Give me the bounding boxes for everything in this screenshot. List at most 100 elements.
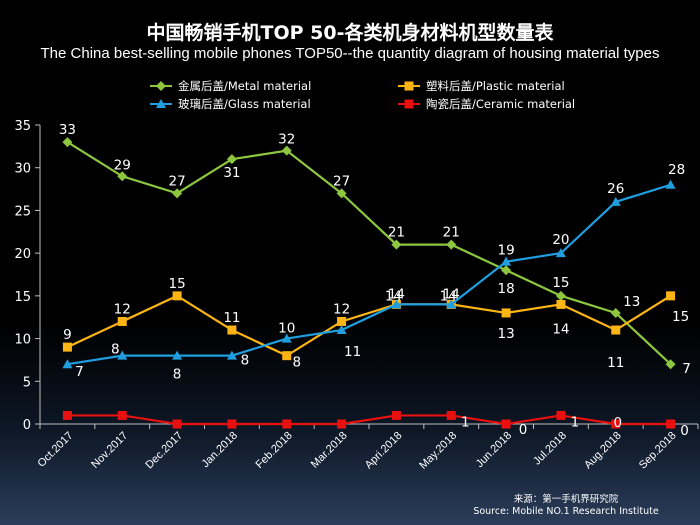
- data-point: [337, 419, 347, 429]
- data-label: 26: [607, 181, 624, 197]
- data-label: 19: [497, 243, 514, 259]
- legend-label-glass: 玻璃后盖/Glass material: [178, 97, 311, 111]
- data-point: [555, 290, 566, 301]
- data-label: 27: [168, 173, 185, 189]
- data-point: [336, 325, 347, 335]
- legend-item-ceramic: 陶瓷后盖/Ceramic material: [398, 95, 575, 113]
- data-label: 32: [278, 132, 295, 148]
- data-point: [611, 419, 621, 429]
- data-point: [227, 419, 237, 429]
- data-label: 29: [114, 157, 131, 173]
- data-label: 1: [461, 414, 470, 430]
- data-point: [337, 316, 347, 326]
- data-point: [501, 419, 511, 429]
- data-label: 15: [168, 276, 185, 292]
- data-label: 14: [440, 288, 457, 304]
- data-point: [391, 239, 402, 250]
- data-point: [172, 419, 182, 429]
- data-point: [62, 359, 73, 369]
- data-point: [446, 239, 457, 250]
- data-point: [117, 350, 128, 360]
- data-point: [117, 316, 127, 326]
- data-point: [282, 351, 292, 361]
- series-line: [66, 141, 672, 366]
- x-tick-label: Jul.2018: [531, 430, 569, 468]
- x-tick-label: Nov.2017: [89, 430, 130, 471]
- data-point: [665, 359, 676, 370]
- data-label: 31: [223, 165, 240, 181]
- data-point: [391, 299, 402, 309]
- y-tick-label: 20: [14, 247, 31, 262]
- x-tick-label: Aug.2018: [582, 430, 624, 472]
- data-point: [446, 299, 457, 309]
- data-point: [226, 350, 237, 360]
- data-label: 14: [552, 321, 569, 337]
- data-point: [227, 325, 237, 335]
- data-label: 13: [623, 294, 640, 310]
- data-label: 7: [682, 361, 691, 377]
- data-label: 18: [497, 281, 514, 297]
- data-point: [501, 308, 511, 318]
- data-label: 11: [607, 355, 624, 371]
- data-point: [226, 154, 237, 165]
- x-tick-label: May.2018: [417, 430, 459, 472]
- series-line: [67, 183, 671, 366]
- legend-label-metal: 金属后盖/Metal material: [178, 79, 312, 93]
- x-tick-label: Jan.2018: [200, 430, 240, 470]
- data-point: [281, 333, 292, 343]
- data-point: [501, 256, 512, 266]
- data-label: 15: [672, 309, 689, 325]
- legend-label-plastic: 塑料后盖/Plastic material: [426, 79, 565, 93]
- x-tick-label: Apri.2018: [363, 430, 405, 472]
- chart-title: 中国畅销手机TOP 50-各类机身材料机型数量表: [146, 22, 554, 44]
- series-line: [67, 414, 671, 426]
- legend-label-ceramic: 陶瓷后盖/Ceramic material: [426, 97, 576, 111]
- x-tick-label: Oct.2017: [35, 430, 75, 470]
- data-point: [611, 325, 621, 335]
- data-label: 15: [552, 275, 569, 291]
- source-line-cn: 来源：第一手机界研究院: [513, 494, 619, 505]
- y-tick-label: 5: [23, 375, 31, 390]
- data-label: 8: [292, 355, 301, 371]
- x-tick-label: Feb.2018: [254, 430, 295, 471]
- legend-metal-marker-icon: [150, 81, 172, 91]
- x-tick-label: Mar.2018: [309, 430, 350, 471]
- data-point: [172, 291, 182, 301]
- x-tick-label: Dec.2017: [143, 430, 185, 472]
- legend-item-metal: 金属后盖/Metal material: [150, 77, 311, 95]
- data-point: [172, 188, 183, 199]
- data-point: [282, 419, 292, 429]
- data-point: [281, 145, 292, 156]
- data-point: [117, 171, 128, 182]
- data-point: [62, 410, 72, 420]
- data-point: [610, 307, 621, 318]
- data-point: [556, 299, 566, 309]
- y-tick-label: 25: [14, 204, 31, 219]
- chart-subtitle: The China best-selling mobile phones TOP…: [40, 45, 660, 62]
- data-point: [610, 196, 621, 206]
- data-label: 7: [75, 364, 84, 380]
- data-label: 0: [680, 423, 689, 439]
- x-tick-label: Sep.2018: [637, 430, 679, 472]
- data-label: 27: [333, 173, 350, 189]
- data-point: [172, 350, 183, 360]
- data-point: [556, 410, 566, 420]
- data-label: 14: [385, 288, 402, 304]
- data-label: 13: [497, 326, 514, 342]
- data-label: 8: [241, 353, 250, 369]
- data-label: 12: [114, 301, 131, 317]
- data-point: [446, 410, 456, 420]
- data-label: 12: [333, 301, 350, 317]
- source-line-en: Source: Mobile NO.1 Research Institute: [473, 506, 659, 517]
- data-label: 11: [344, 344, 361, 360]
- data-point: [62, 137, 73, 148]
- data-label: 9: [63, 327, 72, 343]
- y-tick-label: 10: [14, 333, 31, 348]
- legend-plastic-marker-icon: [398, 81, 420, 91]
- data-label: 1: [571, 414, 580, 430]
- legend-item-plastic: 塑料后盖/Plastic material: [398, 77, 565, 95]
- data-label: 21: [443, 225, 460, 241]
- data-point: [555, 248, 566, 258]
